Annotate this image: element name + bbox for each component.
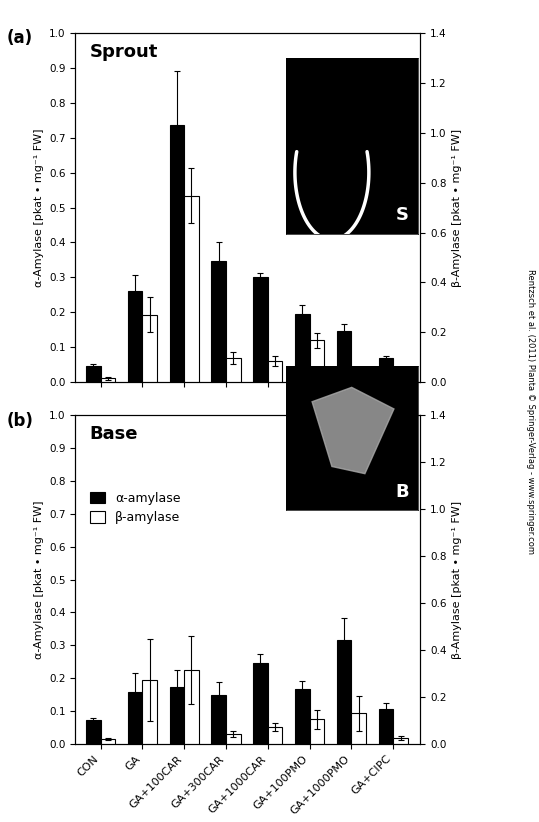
Text: Sprout: Sprout	[89, 44, 157, 62]
Bar	[268, 361, 282, 382]
Bar	[128, 692, 142, 744]
Bar	[393, 738, 408, 744]
Bar	[128, 291, 142, 382]
Bar	[86, 366, 101, 382]
Bar	[378, 709, 393, 744]
Bar	[101, 378, 115, 382]
Bar	[351, 372, 366, 382]
Bar	[184, 670, 199, 744]
Text: S: S	[396, 206, 409, 224]
Text: B: B	[395, 483, 409, 501]
Bar	[268, 727, 282, 744]
Bar	[170, 687, 184, 744]
Y-axis label: β-Amylase [pkat • mg⁻¹ FW]: β-Amylase [pkat • mg⁻¹ FW]	[452, 128, 462, 287]
Bar	[295, 314, 309, 382]
Bar	[86, 720, 101, 744]
Bar	[337, 330, 351, 382]
Y-axis label: α-Amylase [pkat • mg⁻¹ FW]: α-Amylase [pkat • mg⁻¹ FW]	[33, 128, 44, 287]
Y-axis label: β-Amylase [pkat • mg⁻¹ FW]: β-Amylase [pkat • mg⁻¹ FW]	[452, 501, 462, 658]
Polygon shape	[312, 387, 394, 473]
Bar	[211, 261, 226, 382]
Bar	[253, 277, 268, 382]
Bar	[351, 713, 366, 744]
Y-axis label: α-Amylase [pkat • mg⁻¹ FW]: α-Amylase [pkat • mg⁻¹ FW]	[33, 501, 44, 658]
Bar	[393, 378, 408, 382]
Legend: α-amylase, β-amylase: α-amylase, β-amylase	[85, 487, 185, 529]
Bar	[184, 196, 199, 382]
Bar	[295, 689, 309, 744]
Bar	[337, 640, 351, 744]
Bar	[142, 680, 157, 744]
Bar	[253, 663, 268, 744]
Text: Base: Base	[89, 425, 138, 443]
Bar	[211, 695, 226, 744]
Bar	[226, 734, 240, 744]
Bar	[170, 126, 184, 382]
Text: (a): (a)	[6, 30, 32, 48]
Text: Rentzsch et al. (2011) Planta © Springer-Verlag - www.springer.com: Rentzsch et al. (2011) Planta © Springer…	[526, 269, 535, 553]
Bar	[309, 340, 324, 382]
Bar	[378, 358, 393, 382]
Bar	[101, 739, 115, 744]
Bar	[226, 358, 240, 382]
Bar	[142, 315, 157, 382]
Bar	[309, 719, 324, 744]
Text: (b): (b)	[6, 412, 33, 430]
